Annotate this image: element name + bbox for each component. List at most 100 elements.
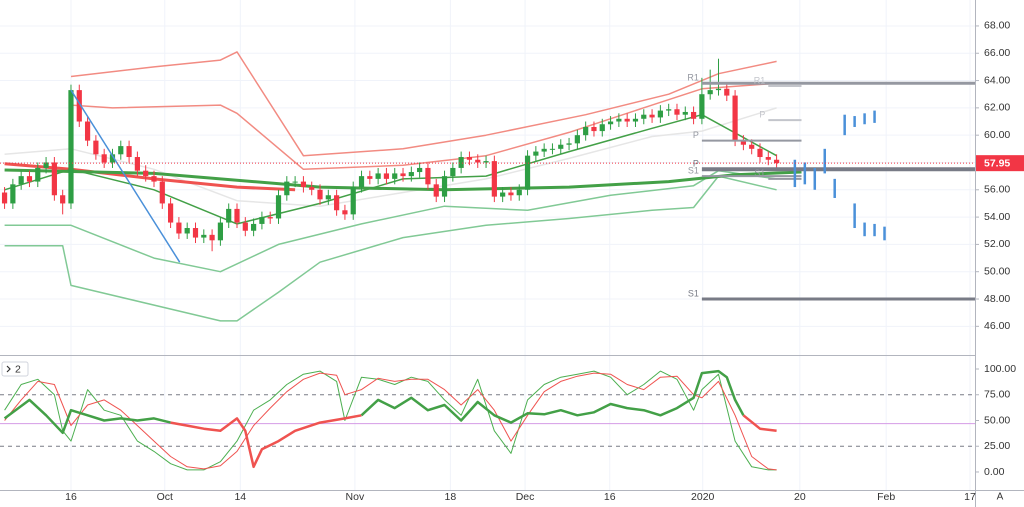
pivot-label: S1 <box>688 166 699 176</box>
auto-scale-button[interactable]: A <box>997 492 1004 503</box>
candle-body <box>267 217 273 219</box>
candle-body <box>400 173 406 177</box>
candle-body <box>699 94 705 119</box>
x-tick-label: 14 <box>234 491 246 503</box>
y-tick-label: 46.00 <box>984 320 1010 332</box>
pivot-label: P <box>693 159 699 169</box>
candle-body <box>242 222 248 231</box>
indicator-line <box>4 169 777 273</box>
candle-body <box>641 114 647 119</box>
oscillator-line <box>742 414 777 433</box>
x-tick-label: Nov <box>346 491 365 503</box>
candle-body <box>425 167 431 185</box>
y-tick-label: 50.00 <box>984 414 1010 426</box>
candle-body <box>101 154 107 163</box>
y-tick-label: 75.00 <box>984 389 1010 401</box>
indicator-line <box>4 175 777 322</box>
candle-body <box>491 161 497 197</box>
y-tick-label: 60.00 <box>984 129 1010 141</box>
y-tick-label: 62.00 <box>984 102 1010 114</box>
candle-body <box>159 181 165 204</box>
candle-body <box>251 223 257 231</box>
candle-body <box>765 157 771 160</box>
y-tick-label: 48.00 <box>984 293 1010 305</box>
candle-body <box>773 159 780 164</box>
candle-body <box>549 148 556 150</box>
y-tick-label: 54.00 <box>984 211 1010 223</box>
candle-body <box>68 90 74 204</box>
candle-body <box>292 181 298 183</box>
candle-body <box>749 144 755 149</box>
y-tick-label: 66.00 <box>984 47 1010 59</box>
candle-body <box>690 111 697 119</box>
candle-body <box>60 195 66 204</box>
x-tick-label: Feb <box>877 491 895 503</box>
pane-label-box[interactable] <box>1 361 29 377</box>
candle-body <box>682 111 688 115</box>
candle-body <box>300 181 307 188</box>
x-tick-label: Dec <box>516 491 535 503</box>
candle-body <box>541 148 547 152</box>
candle-body <box>666 109 672 111</box>
y-tick-label: 52.00 <box>984 238 1010 250</box>
candle-body <box>392 173 398 179</box>
candle-body <box>574 135 580 144</box>
last-price-box <box>976 155 1024 172</box>
candle-body <box>558 144 564 149</box>
candle-body <box>458 157 464 168</box>
candle-body <box>184 228 190 234</box>
y-tick-label: 56.00 <box>984 184 1010 196</box>
candle-body <box>176 222 182 234</box>
oscillator-line <box>360 369 745 424</box>
candle-body <box>417 167 423 173</box>
candle-body <box>607 121 614 125</box>
candle-body <box>358 176 365 188</box>
candle-body <box>10 184 16 204</box>
candle-body <box>632 118 639 122</box>
candle-body <box>76 90 82 122</box>
candle-body <box>433 184 439 197</box>
indicator-line <box>70 82 777 171</box>
candle-body <box>450 167 456 177</box>
candle-body <box>43 162 49 168</box>
candle-body <box>284 181 290 196</box>
candle-body <box>151 176 157 182</box>
candle-body <box>259 217 265 224</box>
candle-body <box>226 208 232 223</box>
candle-body <box>126 146 132 158</box>
y-tick-label: 0.00 <box>984 466 1005 478</box>
candle-body <box>466 157 473 160</box>
candle-body <box>109 154 116 163</box>
pivot-label: R1 <box>687 73 699 83</box>
y-tick-label: 100.00 <box>984 363 1016 375</box>
pivot-label: P <box>759 110 765 120</box>
y-tick-label: 64.00 <box>984 74 1010 86</box>
candle-body <box>724 88 730 96</box>
x-tick-label: 17 <box>964 491 976 503</box>
x-tick-label: 16 <box>604 491 616 503</box>
candle-body <box>740 140 746 145</box>
candle-body <box>500 192 506 197</box>
candle-body <box>483 161 489 163</box>
candle-body <box>18 176 24 185</box>
candle-body <box>707 90 713 95</box>
candle-body <box>275 195 282 219</box>
oscillator-line <box>170 414 362 469</box>
candle-body <box>209 234 215 241</box>
candle-body <box>325 195 331 200</box>
candle-body <box>533 151 539 156</box>
candle-body <box>383 173 390 179</box>
candle-body <box>1 192 8 204</box>
candle-body <box>118 146 124 155</box>
pivot-label: R1 <box>754 75 766 85</box>
candle-body <box>516 189 522 196</box>
candle-body <box>309 187 315 190</box>
candle-body <box>591 126 597 132</box>
candle-body <box>599 124 605 132</box>
oscillator-line <box>3 398 171 435</box>
candle-body <box>674 109 680 115</box>
candle-body <box>375 173 381 179</box>
candle-body <box>649 114 655 118</box>
